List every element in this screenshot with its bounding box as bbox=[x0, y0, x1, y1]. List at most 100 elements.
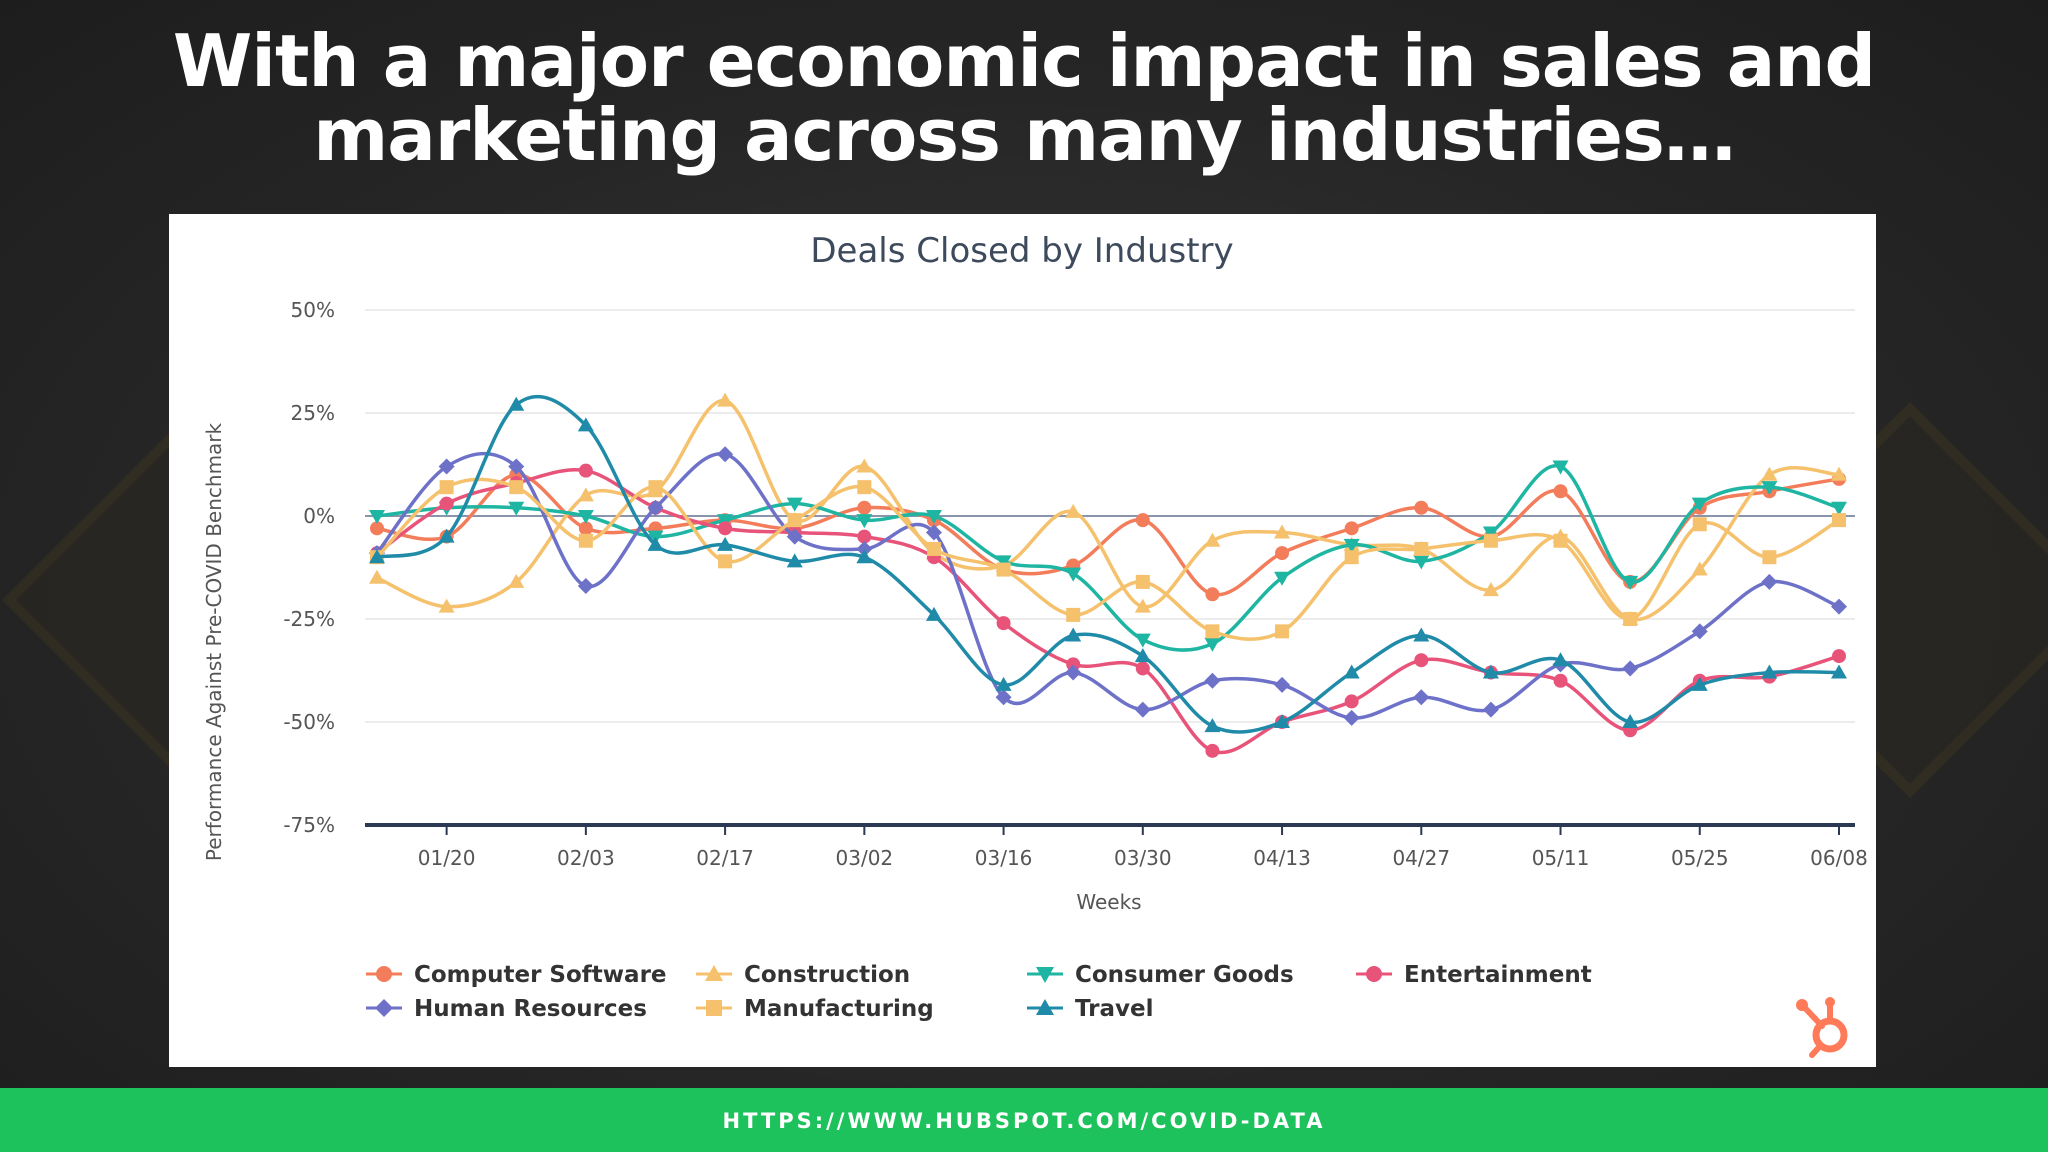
series-line-human-resources bbox=[375, 451, 1840, 720]
headline-line-2: marketing across many industries… bbox=[313, 93, 1736, 177]
legend-label: Computer Software bbox=[414, 962, 667, 988]
data-point-consumer-goods bbox=[995, 555, 1012, 570]
data-point-travel bbox=[647, 536, 664, 551]
series-line-travel bbox=[376, 394, 1840, 734]
x-tick-label: 03/16 bbox=[975, 846, 1033, 870]
data-point-entertainment bbox=[857, 529, 872, 544]
data-point-human-resources bbox=[1622, 660, 1639, 677]
y-tick-label: -50% bbox=[283, 710, 335, 734]
data-point-manufacturing bbox=[1553, 533, 1568, 548]
data-point-entertainment bbox=[578, 463, 593, 478]
data-point-manufacturing bbox=[996, 562, 1011, 577]
grid bbox=[365, 309, 1855, 827]
x-tick-label: 02/17 bbox=[696, 846, 754, 870]
data-point-computer-software bbox=[370, 521, 384, 536]
axes: 50% 25% 0% -25% -50% -75% 01/20 02/03 02/17 03/02… bbox=[283, 298, 1867, 870]
hubspot-sprocket-icon bbox=[1796, 997, 1848, 1058]
data-point-manufacturing bbox=[1762, 550, 1777, 565]
data-point-travel bbox=[1413, 627, 1430, 642]
data-point-consumer-goods bbox=[1274, 571, 1291, 586]
data-point-human-resources bbox=[786, 528, 803, 545]
legend-item-construction[interactable]: Construction bbox=[696, 962, 910, 988]
data-point-construction bbox=[1482, 582, 1499, 597]
data-point-manufacturing bbox=[1832, 513, 1846, 528]
data-point-human-resources bbox=[1761, 573, 1778, 590]
data-point-construction bbox=[1134, 598, 1151, 613]
x-tick-label: 04/13 bbox=[1253, 846, 1311, 870]
data-point-consumer-goods bbox=[1761, 481, 1778, 496]
data-point-construction bbox=[577, 487, 594, 502]
footer-url[interactable]: HTTPS://WWW.HUBSPOT.COM/COVID-DATA bbox=[722, 1109, 1326, 1133]
data-point-manufacturing bbox=[439, 480, 454, 495]
data-point-construction bbox=[1831, 466, 1847, 481]
data-point-consumer-goods bbox=[1204, 637, 1221, 652]
data-point-human-resources bbox=[1204, 672, 1221, 689]
y-axis-label: Performance Against Pre-COVID Benchmark bbox=[202, 422, 226, 861]
data-point-human-resources bbox=[1274, 676, 1291, 693]
legend-item-travel[interactable]: Travel bbox=[1027, 996, 1154, 1022]
data-point-consumer-goods bbox=[1343, 538, 1360, 553]
page-headline: With a major economic impact in sales an… bbox=[0, 24, 2048, 172]
data-point-computer-software bbox=[1135, 513, 1150, 528]
data-point-entertainment bbox=[1414, 653, 1429, 668]
legend-item-entertainment[interactable]: Entertainment bbox=[1356, 962, 1592, 988]
data-point-travel bbox=[856, 549, 873, 564]
data-point-entertainment bbox=[1832, 649, 1846, 664]
data-point-entertainment bbox=[996, 616, 1011, 631]
data-point-travel bbox=[1622, 714, 1639, 728]
data-point-human-resources bbox=[647, 499, 664, 516]
data-point-construction bbox=[1065, 503, 1082, 518]
data-point-human-resources bbox=[995, 689, 1012, 706]
data-point-travel bbox=[1274, 714, 1291, 728]
data-point-construction bbox=[1274, 524, 1291, 539]
data-point-travel bbox=[717, 536, 734, 551]
data-point-manufacturing bbox=[1623, 612, 1638, 626]
data-point-entertainment bbox=[439, 496, 454, 511]
legend-label: Human Resources bbox=[414, 996, 647, 1022]
y-tick-label: 0% bbox=[303, 504, 335, 528]
data-point-manufacturing bbox=[509, 480, 524, 495]
data-point-travel bbox=[1482, 664, 1499, 679]
data-point-travel bbox=[369, 549, 385, 564]
data-point-construction bbox=[717, 392, 734, 407]
data-point-manufacturing bbox=[1414, 541, 1429, 556]
y-tick-label: -25% bbox=[283, 607, 335, 631]
x-tick-label: 02/03 bbox=[557, 846, 615, 870]
data-point-travel bbox=[577, 417, 594, 432]
data-point-construction bbox=[369, 569, 385, 584]
legend-item-computer-software[interactable]: Computer Software bbox=[366, 962, 667, 988]
legend-item-consumer-goods[interactable]: Consumer Goods bbox=[1027, 962, 1294, 988]
data-point-human-resources bbox=[925, 524, 942, 541]
data-point-human-resources bbox=[1413, 689, 1430, 706]
data-point-manufacturing bbox=[857, 480, 872, 495]
series-travel bbox=[369, 394, 1847, 734]
data-point-computer-software bbox=[1344, 521, 1359, 536]
data-point-manufacturing bbox=[787, 513, 802, 528]
data-point-manufacturing bbox=[578, 533, 593, 548]
legend-item-manufacturing[interactable]: Manufacturing bbox=[696, 996, 934, 1022]
data-point-travel bbox=[1065, 627, 1082, 642]
data-point-computer-software bbox=[1275, 546, 1290, 561]
data-point-entertainment bbox=[1066, 657, 1081, 672]
legend-marker bbox=[376, 966, 392, 982]
line-chart: Deals Closed by Industry 50% 25% 0% -25% -50… bbox=[202, 231, 1868, 1058]
legend-item-human-resources[interactable]: Human Resources bbox=[366, 996, 647, 1022]
legend: Computer Software Construction Consumer Go… bbox=[366, 962, 1592, 1022]
data-point-construction bbox=[1204, 532, 1221, 547]
data-point-consumer-goods bbox=[925, 510, 942, 524]
data-point-human-resources bbox=[1134, 701, 1151, 718]
series-line-construction bbox=[376, 398, 1840, 622]
data-point-travel bbox=[1204, 718, 1221, 733]
data-point-human-resources bbox=[856, 540, 873, 557]
data-point-computer-software bbox=[1205, 587, 1220, 602]
y-tick-label: -75% bbox=[283, 813, 335, 837]
data-point-manufacturing bbox=[1135, 574, 1150, 589]
data-point-construction bbox=[508, 573, 525, 588]
data-point-computer-software bbox=[1553, 484, 1568, 499]
legend-marker bbox=[375, 999, 393, 1017]
data-point-human-resources bbox=[1691, 623, 1708, 640]
data-point-manufacturing bbox=[1344, 550, 1359, 565]
data-point-consumer-goods bbox=[1831, 501, 1847, 516]
footer-bar: HTTPS://WWW.HUBSPOT.COM/COVID-DATA bbox=[0, 1088, 2048, 1152]
data-point-computer-software bbox=[857, 500, 872, 515]
